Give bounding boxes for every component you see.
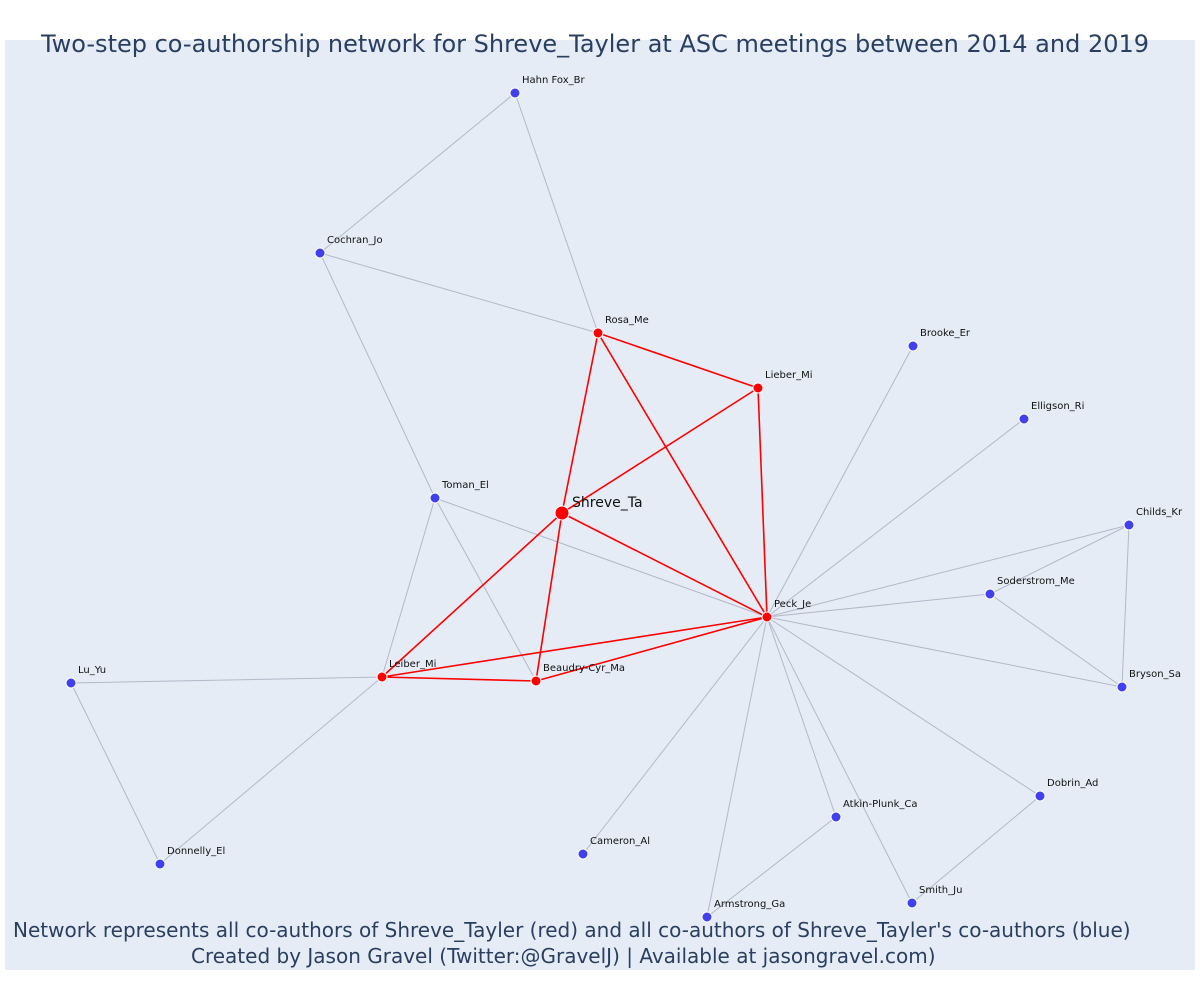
node-layer [65, 87, 1135, 923]
caption-line-2: Created by Jason Gravel (Twitter:@Gravel… [191, 944, 936, 968]
edge-rosa-peck [597, 332, 768, 618]
node-lieber_top[interactable] [752, 382, 764, 394]
node-peck[interactable] [761, 611, 773, 623]
edge-donnelly-leiber [159, 676, 383, 865]
edge-lieber_top-peck [757, 387, 768, 618]
node-hahn[interactable] [509, 87, 521, 99]
edge-shreve-beaudry [535, 512, 563, 682]
plot-background [5, 40, 1195, 970]
node-label-atkin: Atkin-Plunk_Ca [843, 799, 918, 810]
edge-luyu-donnelly [70, 682, 161, 865]
label-layer: Shreve_Ta Rosa_Me Lieber_Mi Peck_Je Leiber_M… [78, 75, 1183, 910]
caption-line-1: Network represents all co-authors of Shr… [13, 918, 1131, 942]
chart-title: Two-step co-authorship network for Shrev… [40, 30, 1150, 58]
node-label-toman: Toman_El [441, 480, 489, 491]
edge-shreve-lieber_top [561, 387, 759, 514]
node-label-armstrong: Armstrong_Ga [714, 899, 785, 910]
edge-smith-dobrin [911, 795, 1041, 904]
edge-shreve-rosa [561, 332, 599, 514]
edge-elligson-peck [766, 418, 1025, 618]
node-atkin[interactable] [830, 811, 842, 823]
edge-toman-peck [434, 497, 768, 618]
edge-cochran-rosa [319, 252, 599, 334]
node-leiber[interactable] [376, 671, 388, 683]
edge-childs-soderstrom [989, 524, 1130, 595]
edge-bryson-peck [766, 616, 1123, 688]
edge-dobrin-peck [766, 616, 1041, 797]
node-shreve[interactable] [554, 505, 570, 521]
edge-soderstrom-bryson [989, 593, 1123, 688]
edge-hahn-rosa [514, 92, 599, 334]
node-label-lieber_top: Lieber_Mi [765, 370, 813, 381]
node-luyu[interactable] [65, 677, 77, 689]
edge-luyu-leiber [70, 676, 383, 684]
edge-childs-peck [766, 524, 1130, 618]
edge-shreve-peck [561, 512, 768, 618]
node-label-bryson: Bryson_Sa [1129, 669, 1181, 680]
node-label-shreve: Shreve_Ta [572, 495, 643, 511]
edge-leiber-peck [381, 616, 768, 678]
edge-atkin-peck [766, 616, 837, 818]
node-label-dobrin: Dobrin_Ad [1047, 778, 1098, 789]
node-label-peck: Peck_Je [774, 599, 811, 610]
node-label-beaudry: Beaudry-Cyr_Ma [543, 663, 625, 674]
edge-toman-beaudry [434, 497, 537, 682]
node-brooke[interactable] [907, 340, 919, 352]
node-dobrin[interactable] [1034, 790, 1046, 802]
edge-brooke-peck [766, 345, 914, 618]
node-label-smith: Smith_Ju [919, 885, 962, 896]
node-soderstrom[interactable] [984, 588, 996, 600]
edge-rosa-lieber_top [597, 332, 759, 389]
node-label-soderstrom: Soderstrom_Me [997, 576, 1075, 587]
node-label-elligson: Elligson_Ri [1031, 401, 1084, 412]
node-cochran[interactable] [314, 247, 326, 259]
edge-childs-bryson [1121, 524, 1130, 688]
edge-layer [70, 92, 1130, 918]
edge-armstrong-peck [706, 616, 768, 918]
node-elligson[interactable] [1018, 413, 1030, 425]
node-toman[interactable] [429, 492, 441, 504]
edge-smith-peck [766, 616, 913, 904]
node-label-cameron: Cameron_Al [590, 836, 650, 847]
edge-leiber-beaudry [381, 676, 537, 682]
edge-shreve-leiber [381, 512, 563, 678]
node-label-cochran: Cochran_Jo [327, 235, 383, 246]
edge-beaudry-peck [535, 616, 768, 682]
node-smith[interactable] [906, 897, 918, 909]
node-beaudry[interactable] [530, 675, 542, 687]
node-label-donnelly: Donnelly_El [167, 846, 225, 857]
edge-cameron-peck [582, 616, 768, 855]
edge-hahn-cochran [319, 92, 516, 254]
node-label-luyu: Lu_Yu [78, 665, 106, 676]
node-rosa[interactable] [592, 327, 604, 339]
node-label-brooke: Brooke_Er [920, 328, 971, 339]
node-childs[interactable] [1123, 519, 1135, 531]
node-label-rosa: Rosa_Me [605, 315, 649, 326]
edge-soderstrom-peck [766, 593, 991, 618]
node-label-childs: Childs_Kr [1136, 507, 1183, 518]
node-cameron[interactable] [577, 848, 589, 860]
node-label-leiber: Leiber_Mi [389, 659, 436, 670]
node-armstrong[interactable] [701, 911, 713, 923]
node-donnelly[interactable] [154, 858, 166, 870]
node-label-hahn: Hahn Fox_Br [522, 75, 585, 86]
edge-armstrong-atkin [706, 816, 837, 918]
node-bryson[interactable] [1116, 681, 1128, 693]
edge-toman-leiber [381, 497, 436, 678]
edge-cochran-toman [319, 252, 436, 499]
